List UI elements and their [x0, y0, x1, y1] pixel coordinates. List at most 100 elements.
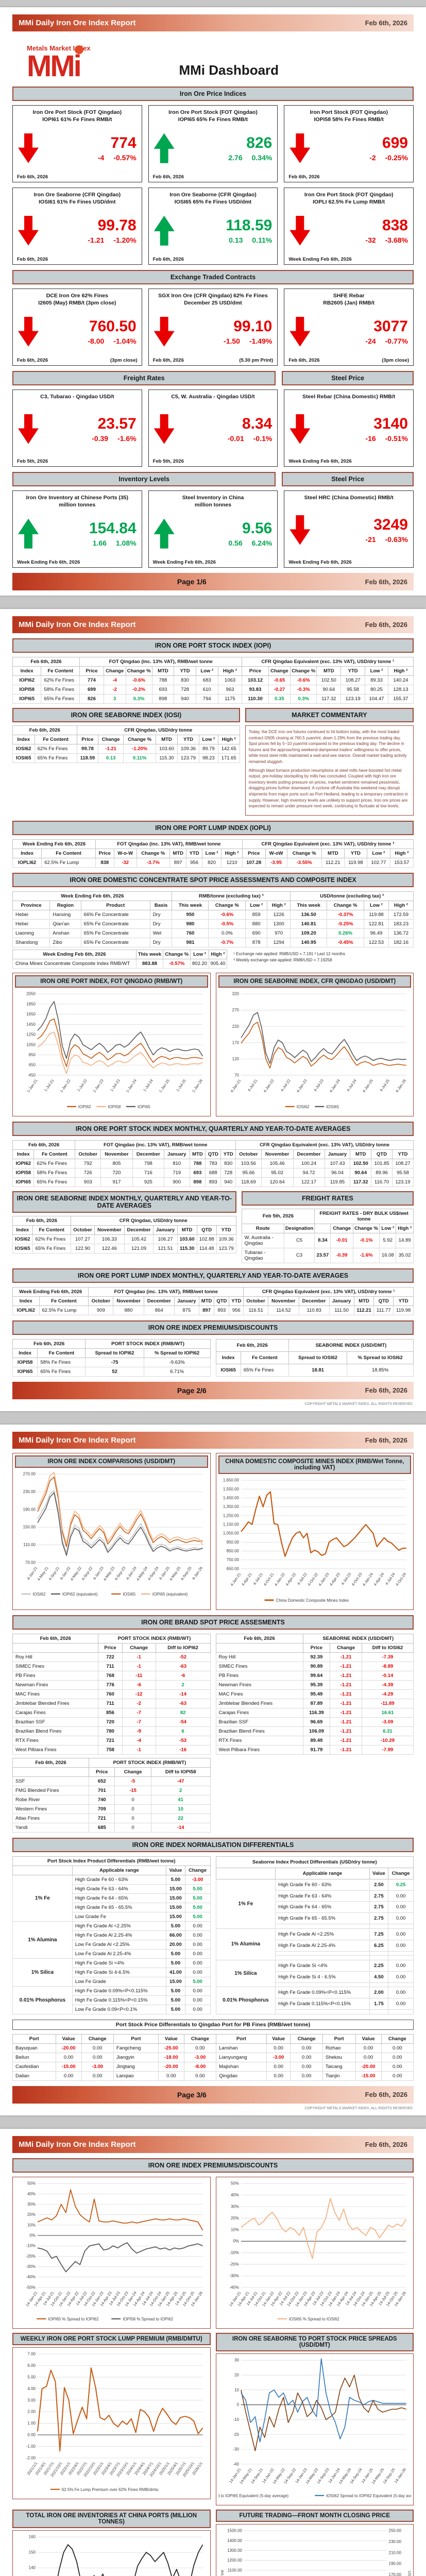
metric-card: Iron Ore Port Stock (FOT Qingdao) IOPI65 … — [148, 105, 278, 182]
table-row: High Fe Grade Al 2.25-4% 6.25 0.00 — [216, 1939, 414, 1952]
port-index-chart: 450 650 850 1050 1250 1450 1650 1850 2050 1-Jan-2… — [15, 990, 208, 1114]
table-cell: 728 — [220, 1167, 236, 1178]
section-premiums-discounts: IRON ORE INDEX PREMIUMS/DISCOUNTS — [12, 2158, 414, 2173]
table-cell: 0.00 — [184, 1930, 211, 1940]
page-footer: Page 1/6 Feb 6th, 2026 — [12, 573, 414, 590]
table-row: Brazilian Blend Fines 780 -9 6 — [12, 1726, 211, 1736]
card-title: Iron Ore Seaborne (CFR Qingdao) — [169, 192, 257, 198]
table-cell: Lanqiao — [113, 2071, 159, 2081]
table-cell: 110.30 — [242, 694, 269, 704]
table-cell: -0.37% — [327, 909, 364, 920]
svg-text:20%: 20% — [27, 2212, 36, 2217]
series-line — [240, 1491, 406, 1557]
table-cell: 726 — [75, 1167, 101, 1178]
section-steel-price-2: Steel Price — [282, 472, 414, 486]
card-subtitle: IOPI58 58% Fe Fines RMB/t — [314, 116, 384, 123]
svg-text:4-Apr-21: 4-Apr-21 — [240, 1572, 252, 1587]
svg-text:210.00: 210.00 — [388, 2550, 401, 2555]
table-cell: 5.00 — [166, 1995, 185, 2005]
table-cell: -25.00 — [158, 2043, 184, 2053]
table-cell: -0.65 — [268, 675, 291, 685]
svg-text:4-Sep-21: 4-Sep-21 — [47, 1566, 60, 1581]
series-line — [37, 1489, 203, 1553]
svg-text:1,650.00: 1,650.00 — [223, 1478, 239, 1482]
table-header-cell: Fe Content — [39, 1296, 89, 1306]
table-row: Caofeidian -15.00 -3.00 Jingtang -20.00 -8.00… — [12, 2061, 414, 2072]
table-cell: 693 — [151, 685, 175, 694]
table-cell: -0.7% — [208, 937, 246, 947]
dashboard-title: MMi Dashboard — [179, 62, 279, 78]
table-header-row: Index Fe Content October November December Ja… — [12, 1296, 414, 1306]
table-cell: 0.00 — [290, 2052, 323, 2062]
table-cell: 798 — [132, 1158, 164, 1168]
table-cell: 100.24 — [293, 1158, 325, 1168]
series-line — [240, 2198, 406, 2259]
table-cell — [388, 1924, 414, 1929]
table-cell: 65% Fe Concentrate — [80, 937, 150, 947]
table-cell: 652 — [89, 1776, 115, 1786]
svg-text:4-May-23: 4-May-23 — [103, 1566, 116, 1582]
table-header-row: Price Change Diff to IOPI62 — [12, 1642, 211, 1653]
table-cell: 119.98 — [393, 1305, 414, 1315]
table-cell: 830 — [220, 1158, 236, 1168]
table-cell: Hebei — [12, 909, 50, 920]
svg-text:USD/DMT: USD/DMT — [407, 2571, 411, 2576]
card-title: SHFE Rebar — [333, 293, 365, 299]
svg-text:270: 270 — [232, 1008, 239, 1012]
metric-card: Iron Port Stock (FOT Qingdao) IOPI58 58% … — [284, 105, 414, 182]
table-cell: 112.21 — [353, 1305, 374, 1315]
table-cell: High Fe Grade Si <4% — [72, 1958, 167, 1968]
iopli-table: Week Ending Feb 6th, 2026 FOT Qingdao (in… — [12, 839, 414, 868]
table-cell: 0.00 — [388, 1959, 414, 1972]
table-cell — [275, 1982, 370, 1988]
section-port-differentials: Port Stock Price Differentials to Qingda… — [12, 2019, 414, 2030]
table-header-cell: Change — [98, 735, 124, 744]
svg-text:4-Jan-26: 4-Jan-26 — [394, 1078, 406, 1093]
table-cell: 5.00 — [166, 1921, 185, 1931]
table-header-cell: CFR Qingdao Equivalent (exc. 13% VAT), U… — [242, 839, 414, 849]
logo-dot-icon — [74, 45, 83, 54]
table-cell: 136.72 — [388, 928, 414, 938]
table-cell: 0.25 — [388, 1878, 414, 1891]
table-cell: 0.26% — [327, 928, 364, 938]
table-cell: 6.31 — [361, 1726, 414, 1736]
legend-label: IOPI62 (equivalent) — [62, 1592, 98, 1597]
table-cell: -0.6% — [208, 909, 246, 920]
series-line — [37, 2189, 203, 2231]
table-cell: 101.85 — [371, 1158, 393, 1168]
spreads-chart: -40 -30 -20 -10 0 10 20 30 14-Jan-21 14-May-21 14-… — [181, 2356, 422, 2503]
table-header-cell: Feb 6th, 2026 — [12, 725, 77, 735]
svg-text:2.00: 2.00 — [27, 2409, 36, 2414]
table-cell — [275, 1955, 370, 1960]
table-cell: 0.00 — [388, 1890, 414, 1902]
table-row: 0.01% Phosphorus High Fe Grade 0.09%<P<0.… — [12, 1986, 211, 2014]
series-line — [37, 2242, 203, 2273]
table-cell: -11.89 — [361, 1698, 414, 1708]
table-header-cell: Index — [12, 666, 42, 676]
table-cell: 760 — [172, 928, 209, 938]
table-row: Hebei Qian'an 65% Fe Concentrate Dry 980 -0.5… — [12, 919, 414, 929]
table-row: Brazilian SSF 96.69 -1.21 -3.09 — [215, 1717, 414, 1727]
table-header-cell: December — [132, 1149, 164, 1159]
svg-text:30%: 30% — [230, 2204, 238, 2209]
svg-text:4-May-24: 4-May-24 — [135, 1566, 149, 1582]
table-cell: Low Fe Grade 0.09<P<0.1% — [72, 2004, 167, 2014]
table-cell: FMG Blended Fines — [12, 1785, 90, 1795]
table-cell: -0.39 — [330, 1247, 353, 1263]
table-cell: 95.02 — [261, 1167, 294, 1178]
table-cell: Atlas Fines — [12, 1813, 90, 1823]
svg-text:140: 140 — [29, 2565, 36, 2570]
table-row: Hebei Hanxing 66% Fe Concentrate Dry 950 -0.6… — [12, 909, 414, 920]
table-cell: 685 — [89, 1822, 115, 1833]
svg-text:4-Jan-23: 4-Jan-23 — [317, 1572, 330, 1587]
table-cell: -7 — [122, 1717, 156, 1727]
table-cell: 102.50 — [350, 1158, 372, 1168]
card-date: Feb 5th, 2026 — [17, 459, 48, 464]
svg-text:1-Jan-22: 1-Jan-22 — [59, 1078, 71, 1093]
table-header-cell: November — [94, 1225, 125, 1235]
table-cell: IOPI58 — [12, 685, 42, 694]
table-cell: 758 — [98, 1744, 123, 1755]
table-cell: 66% Fe Concentrate — [80, 909, 150, 920]
table-cell: 65% Fe Fines — [41, 694, 80, 704]
table-cell: Low Fe Grade Al 2.25-4% — [72, 1948, 167, 1959]
